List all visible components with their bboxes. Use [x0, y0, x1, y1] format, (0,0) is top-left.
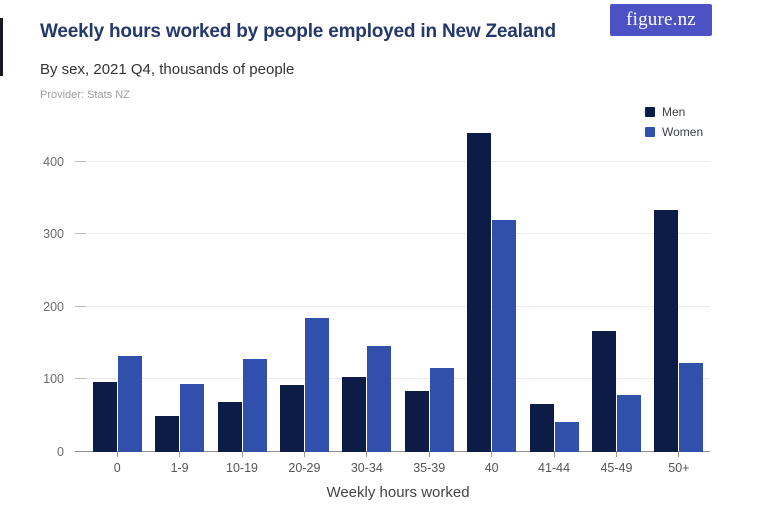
bar-women-20-29[interactable]	[304, 317, 329, 452]
gridline	[86, 305, 710, 307]
plot-area	[75, 122, 710, 452]
y-axis: 0 100 200 300 400	[22, 122, 64, 459]
provider-credit: Provider: Stats NZ	[40, 89, 130, 101]
x-tick	[179, 452, 181, 457]
x-axis-cell: 10-19	[211, 452, 273, 478]
x-axis-line	[75, 451, 710, 452]
x-axis-cell: 45-49	[585, 452, 647, 478]
legend-label: Men	[662, 105, 686, 119]
figurenz-logo-text: figure.nz	[626, 9, 696, 30]
x-tick	[428, 452, 430, 457]
legend-swatch-men	[645, 107, 655, 117]
x-axis-label: 10-19	[226, 461, 258, 475]
x-axis-cell: 1-9	[148, 452, 210, 478]
chart-legend: Men Women	[645, 102, 703, 142]
legend-label: Women	[662, 125, 704, 139]
x-axis-label: 1-9	[170, 461, 189, 475]
bar-group-41-44	[523, 122, 585, 452]
x-axis-cell: 50+	[648, 452, 710, 478]
y-tick	[75, 233, 86, 235]
x-axis-cell: 0	[86, 452, 148, 478]
bar-group-50+	[648, 122, 710, 452]
x-tick	[553, 452, 555, 457]
x-axis-label: 20-29	[288, 461, 321, 475]
x-axis-label: 35-39	[413, 461, 446, 475]
bar-women-35-39[interactable]	[429, 367, 454, 452]
bar-women-1-9[interactable]	[180, 383, 205, 452]
page-title: Weekly hours worked by people employed i…	[40, 21, 556, 42]
x-tick	[491, 452, 493, 457]
y-axis-label: 0	[57, 445, 64, 459]
bar-groups	[86, 122, 710, 452]
y-tick	[75, 378, 86, 380]
x-axis-label: 45-49	[600, 461, 633, 475]
x-axis-label: 50+	[668, 461, 690, 475]
screen-edge-artifact	[0, 18, 3, 76]
bar-women-41-44[interactable]	[554, 421, 579, 452]
bar-women-50+[interactable]	[679, 362, 704, 452]
bar-women-40[interactable]	[492, 219, 517, 452]
x-tick	[366, 452, 368, 457]
bar-group-40	[460, 122, 522, 452]
bar-women-10-19[interactable]	[242, 359, 267, 452]
gridline	[86, 378, 710, 380]
bar-women-30-34[interactable]	[367, 346, 392, 452]
x-axis-label: 30-34	[350, 461, 383, 475]
x-axis-cell: 30-34	[336, 452, 398, 478]
bar-group-1-9	[148, 122, 210, 452]
bar-group-10-19	[211, 122, 273, 452]
gridline	[86, 233, 710, 235]
y-axis-label: 300	[43, 227, 64, 242]
bar-men-10-19[interactable]	[217, 401, 242, 452]
bar-men-0[interactable]	[92, 381, 117, 452]
bar-group-35-39	[398, 122, 460, 452]
x-axis-cell: 41-44	[523, 452, 585, 478]
y-tick	[75, 305, 86, 307]
bar-group-30-34	[336, 122, 398, 452]
x-axis-label: 0	[113, 461, 121, 475]
bar-group-45-49	[585, 122, 647, 452]
x-axis-cell: 35-39	[398, 452, 460, 478]
legend-swatch-women	[645, 127, 655, 137]
bar-men-35-39[interactable]	[404, 391, 429, 452]
x-axis-cell: 20-29	[273, 452, 335, 478]
y-axis-label: 100	[43, 372, 64, 387]
bar-men-45-49[interactable]	[591, 330, 616, 452]
x-axis: 0 1-9 10-19 20-29 30-34 35-39 40 41-44 45-49 50+	[86, 452, 710, 478]
bar-group-0	[86, 122, 148, 452]
bar-group-20-29	[273, 122, 335, 452]
figurenz-logo[interactable]: figure.nz	[610, 4, 712, 36]
x-axis-label: 41-44	[538, 461, 571, 475]
x-axis-cell: 40	[460, 452, 522, 478]
bar-men-30-34[interactable]	[342, 377, 367, 452]
bar-women-0[interactable]	[117, 355, 142, 452]
bar-men-40[interactable]	[467, 132, 492, 452]
x-tick	[116, 452, 118, 457]
bar-men-50+[interactable]	[654, 209, 679, 452]
gridline	[86, 160, 710, 162]
legend-item-women[interactable]: Women	[645, 122, 703, 142]
bar-men-1-9[interactable]	[155, 416, 180, 452]
bar-men-20-29[interactable]	[279, 384, 304, 452]
bar-women-45-49[interactable]	[616, 394, 641, 452]
x-tick	[678, 452, 680, 457]
page-subtitle: By sex, 2021 Q4, thousands of people	[40, 61, 295, 78]
x-tick	[303, 452, 305, 457]
bar-men-41-44[interactable]	[529, 404, 554, 452]
x-axis-label: 40	[484, 461, 499, 475]
x-tick	[615, 452, 617, 457]
legend-item-men[interactable]: Men	[645, 102, 703, 122]
x-axis-title: Weekly hours worked	[326, 484, 470, 501]
y-tick	[75, 160, 86, 162]
x-tick	[241, 452, 243, 457]
y-axis-label: 200	[43, 299, 64, 314]
y-axis-label: 400	[43, 154, 64, 169]
